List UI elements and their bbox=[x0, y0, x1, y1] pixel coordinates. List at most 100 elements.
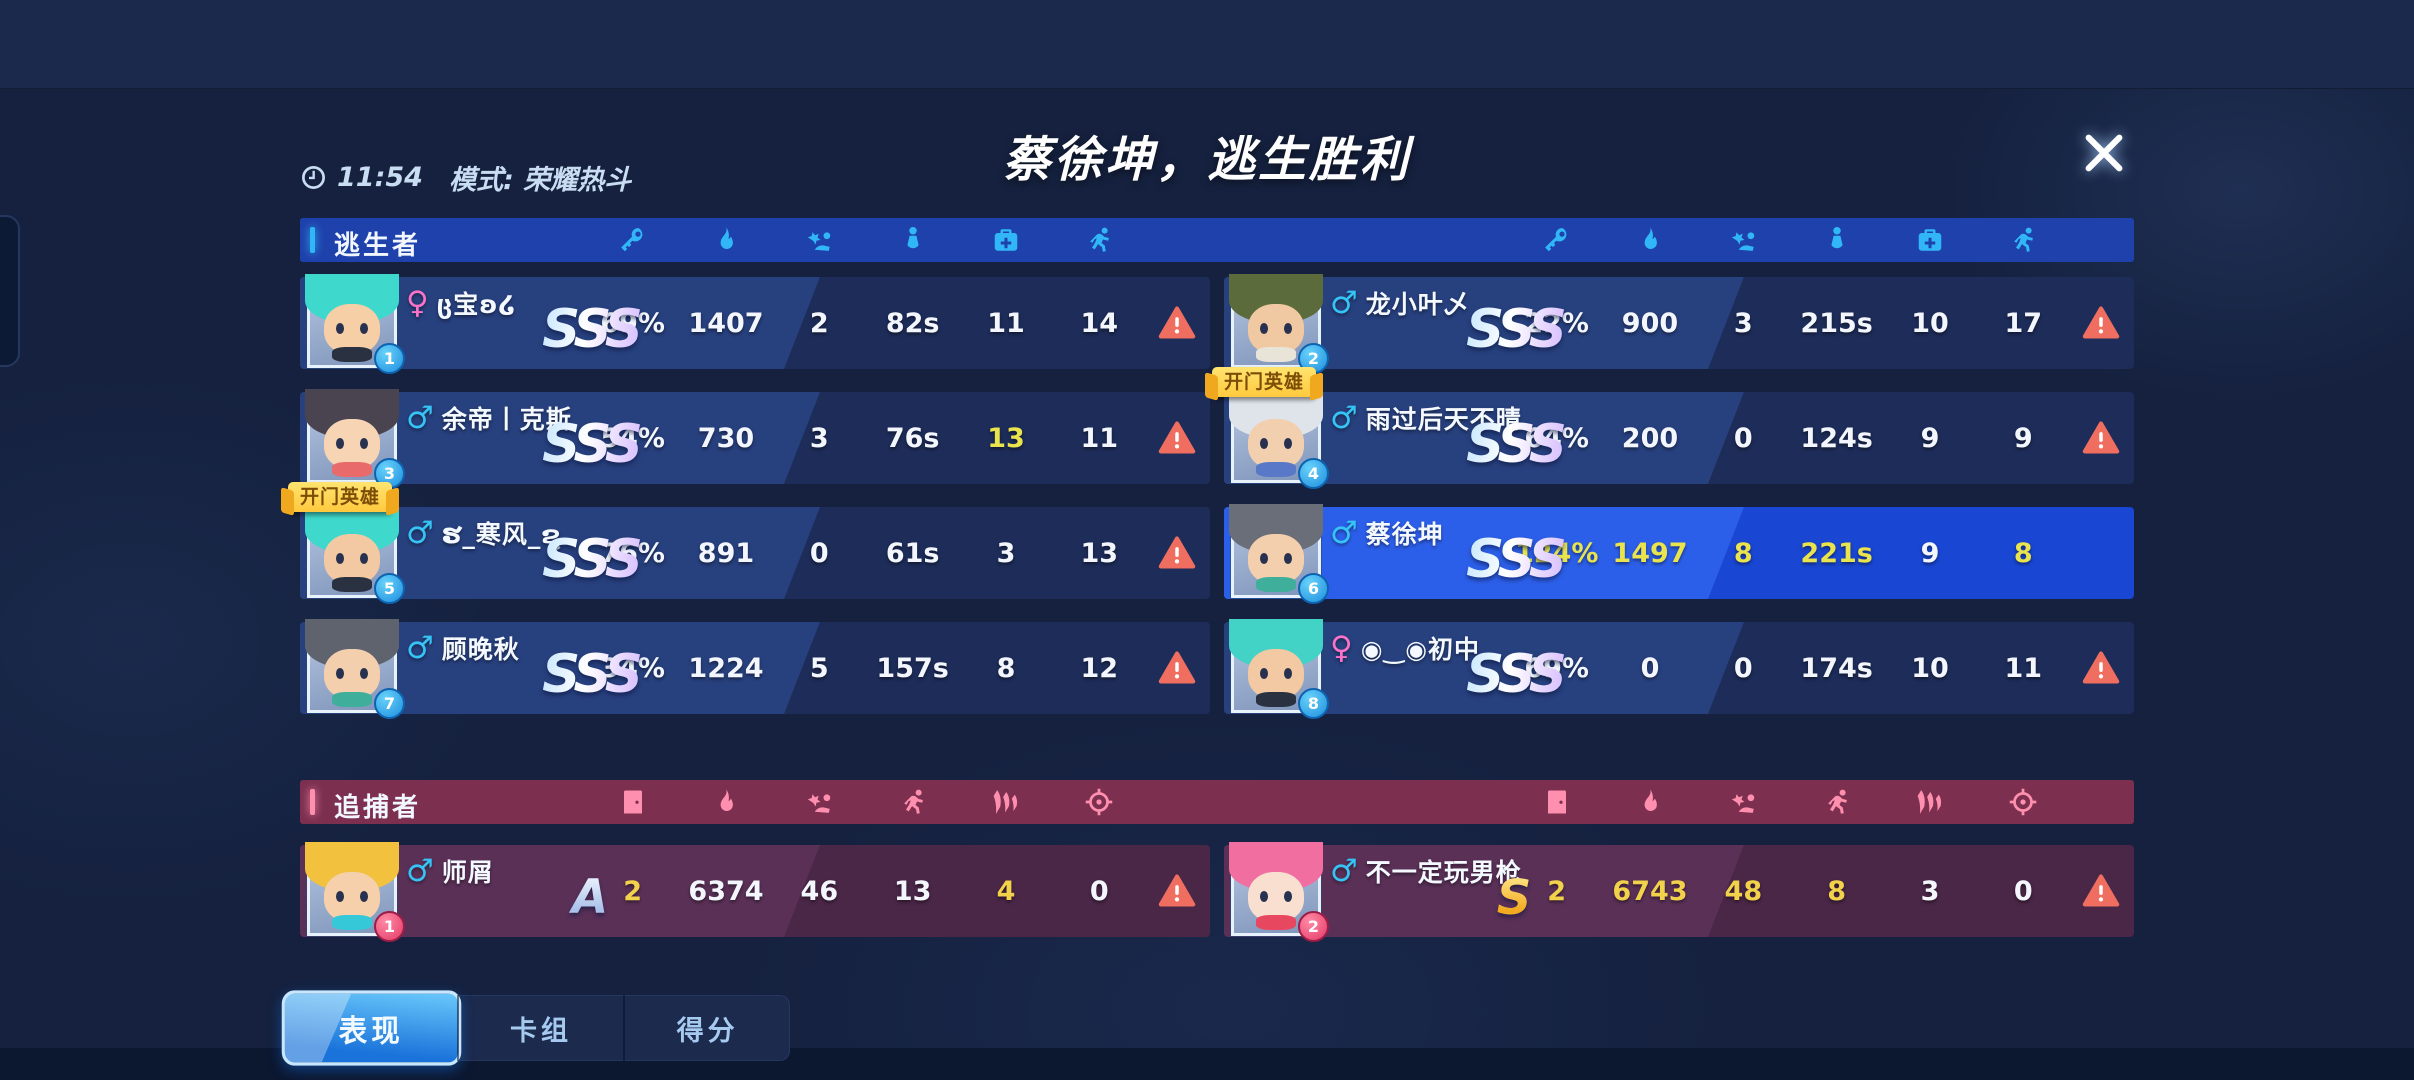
rank-grade: A bbox=[470, 867, 710, 929]
player-name: ◉‿◉初中 bbox=[1361, 630, 1480, 666]
male-icon: ♂ bbox=[1330, 852, 1358, 889]
avatar[interactable]: 6 bbox=[1228, 504, 1329, 604]
escaper-stat-icons-right bbox=[1510, 218, 2070, 262]
close-button[interactable] bbox=[2072, 122, 2136, 186]
stat-value: 48 bbox=[1724, 875, 1763, 907]
claw-icon bbox=[991, 787, 1021, 817]
stat-value: 61s bbox=[885, 537, 940, 569]
player-row[interactable]: 1 ♀ ც宝ʚ໒ SSS 69% 1407 2 82s 11 14 bbox=[300, 274, 1210, 374]
player-row[interactable]: 8 ♀ ◉‿◉初中 SSS 69% 0 0 174s 10 11 bbox=[1224, 619, 2134, 719]
rank-grade: SSS bbox=[470, 414, 710, 476]
player-row[interactable]: 开门英雄 5 ♂ ຮ_寒风_ຊ SSS 76% 891 0 61s 3 13 bbox=[288, 482, 1210, 604]
avatar-accent bbox=[1255, 691, 1297, 707]
avatar-face bbox=[1248, 303, 1304, 355]
avatar-face bbox=[324, 533, 380, 585]
avatar-face bbox=[324, 303, 380, 355]
chaser-section-header: 追捕者 bbox=[300, 780, 2134, 824]
tab-score[interactable]: 得分 bbox=[623, 995, 790, 1061]
stat-row: 2 6743 48 8 3 0 bbox=[1510, 845, 2070, 937]
stat-value: 82s bbox=[885, 307, 940, 339]
player-row[interactable]: 3 ♂ 余帝丨克斯 SSS 54% 730 3 76s 13 11 bbox=[300, 389, 1210, 489]
escaper-section-label: 逃生者 bbox=[334, 231, 422, 261]
avatar-face bbox=[1248, 871, 1304, 923]
avatar[interactable]: 7 bbox=[304, 619, 405, 719]
match-mode: 模式: 荣耀热斗 bbox=[448, 165, 632, 196]
player-ident: ♀ ◉‿◉初中 bbox=[1330, 630, 1480, 666]
stun-icon bbox=[804, 787, 834, 817]
stat-value: 0 bbox=[1640, 652, 1660, 684]
warning-icon bbox=[1158, 650, 1196, 685]
player-number-badge: 5 bbox=[374, 573, 405, 604]
avatar[interactable]: 2 bbox=[1228, 274, 1329, 374]
rank-grade: SSS bbox=[470, 644, 710, 706]
warning-icon bbox=[2082, 305, 2120, 340]
avatar-accent bbox=[331, 691, 373, 707]
warning-icon bbox=[2082, 420, 2120, 455]
bandage-icon bbox=[898, 225, 928, 255]
stat-value: 14 bbox=[1080, 307, 1119, 339]
player-row[interactable]: 开门英雄 4 ♂ 雨过后天不晴 SSS 64% 200 0 124s 9 9 bbox=[1212, 367, 2134, 489]
escape-icon bbox=[898, 787, 928, 817]
player-number-badge: 8 bbox=[1298, 688, 1329, 719]
escaper-table: 1 ♀ ც宝ʚ໒ SSS 69% 1407 2 82s 11 14 3 ♂ 余帝… bbox=[288, 274, 2134, 719]
stat-value: 0 bbox=[1733, 652, 1753, 684]
stat-value: 730 bbox=[697, 422, 755, 454]
stat-value: 900 bbox=[1621, 307, 1679, 339]
tab-deck[interactable]: 卡组 bbox=[456, 995, 624, 1061]
stat-value: 1224 bbox=[688, 652, 764, 684]
stat-value: 54% bbox=[586, 423, 679, 454]
stat-row: 69% 1407 2 82s 11 14 bbox=[586, 277, 1146, 369]
avatar[interactable]: 8 bbox=[1228, 619, 1329, 719]
avatar[interactable]: 3 bbox=[304, 389, 405, 489]
chaser-stat-icons-left bbox=[586, 780, 1146, 824]
player-row[interactable]: 2 ♂ 龙小叶乄 SSS 22% 900 3 215s 10 17 bbox=[1224, 274, 2134, 374]
avatar[interactable]: 2 bbox=[1228, 842, 1329, 942]
player-row[interactable]: 6 ♂ 蔡徐坤 SSS 124% 1497 8 221s 9 8 bbox=[1224, 504, 2134, 604]
stat-value: 215s bbox=[1800, 307, 1873, 339]
player-row[interactable]: 7 ♂ 顾晚秋 SSS 34% 1224 5 157s 8 12 bbox=[300, 619, 1210, 719]
stat-row: 124% 1497 8 221s 9 8 bbox=[1510, 507, 2070, 599]
stat-value: 76s bbox=[885, 422, 940, 454]
stat-value: 3 bbox=[1920, 875, 1940, 907]
player-row[interactable]: 2 ♂ 不一定玩男枪 S 2 6743 48 8 3 0 bbox=[1224, 842, 2134, 942]
rank-grade: SSS bbox=[1394, 529, 1634, 591]
avatar[interactable]: 1 bbox=[304, 842, 405, 942]
side-drawer-handle[interactable] bbox=[0, 215, 20, 367]
avatar[interactable]: 4 bbox=[1228, 389, 1329, 489]
avatar-accent bbox=[1255, 914, 1297, 930]
chaser-stat-icons-right bbox=[1510, 780, 2070, 824]
avatar-face bbox=[1248, 648, 1304, 700]
player-number-badge: 2 bbox=[1298, 911, 1329, 942]
stat-value: 11 bbox=[2004, 652, 2043, 684]
player-number-badge: 4 bbox=[1298, 458, 1329, 489]
stat-value: 3 bbox=[1733, 307, 1753, 339]
section-accent bbox=[310, 227, 315, 253]
player-name: 顾晚秋 bbox=[442, 630, 520, 666]
escape-icon bbox=[1822, 787, 1852, 817]
avatar[interactable]: 1 bbox=[304, 274, 405, 374]
stat-value: 8 bbox=[1827, 875, 1847, 907]
warning-icon bbox=[1158, 305, 1196, 340]
result-title: 蔡徐坤，逃生胜利 bbox=[1002, 132, 1411, 188]
chaser-section-label: 追捕者 bbox=[334, 793, 422, 823]
flame-icon bbox=[1635, 225, 1665, 255]
player-row[interactable]: 1 ♂ 师屑 A 2 6374 46 13 4 0 bbox=[300, 842, 1210, 942]
rank-grade: S bbox=[1394, 867, 1634, 929]
background-band-top bbox=[0, 0, 2414, 89]
avatar-face bbox=[1248, 418, 1304, 470]
stat-value: 174s bbox=[1800, 652, 1873, 684]
stat-value: 8 bbox=[1733, 537, 1753, 569]
female-icon: ♀ bbox=[406, 284, 429, 321]
escaper-section-header: 逃生者 bbox=[300, 218, 2134, 262]
avatar-face bbox=[1248, 533, 1304, 585]
male-icon: ♂ bbox=[406, 629, 434, 666]
player-name: 龙小叶乄 bbox=[1366, 285, 1470, 321]
warning-icon bbox=[1158, 420, 1196, 455]
stat-value: 13 bbox=[987, 422, 1025, 454]
match-meta: 11:54 模式: 荣耀热斗 bbox=[300, 158, 631, 197]
avatar[interactable]: 5 bbox=[304, 504, 405, 604]
avatar-face bbox=[324, 871, 380, 923]
stat-row: 22% 900 3 215s 10 17 bbox=[1510, 277, 2070, 369]
player-ident: ♂ 余帝丨克斯 bbox=[406, 400, 572, 436]
tab-performance[interactable]: 表现 bbox=[281, 990, 461, 1066]
